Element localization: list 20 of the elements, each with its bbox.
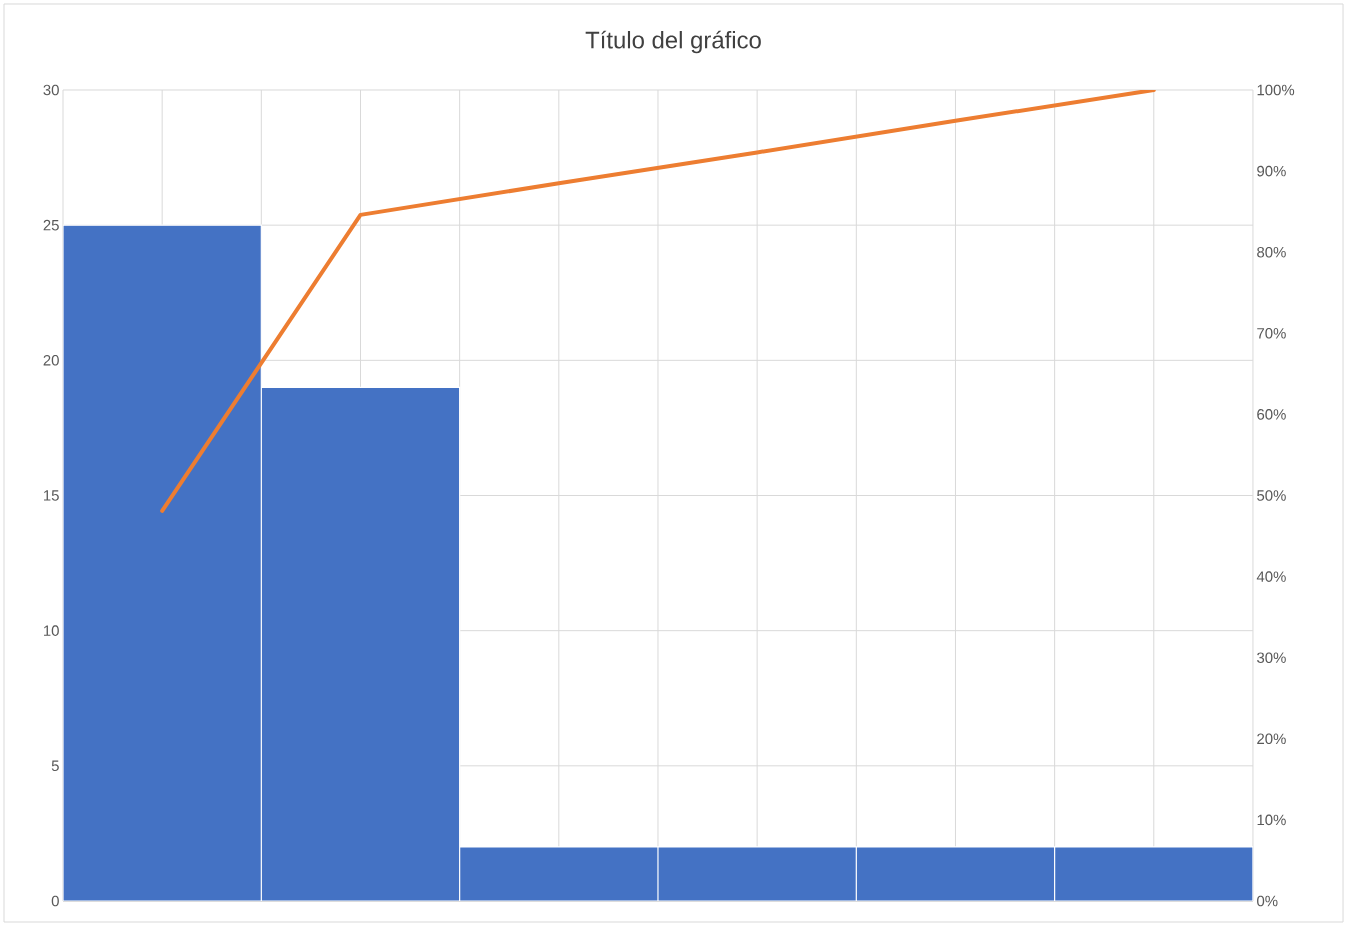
y-tick-label: 20 (43, 355, 59, 366)
y2-tick-label: 40% (1256, 571, 1286, 582)
y2-tick-label: 80% (1257, 246, 1286, 258)
y2-tick-label: 10% (1257, 814, 1286, 826)
y2-tick-label: 20% (1257, 733, 1286, 745)
y-tick-label: 30 (43, 84, 59, 96)
y-tick-label: 25 (43, 219, 59, 231)
y2-tick-label: 30% (1257, 652, 1286, 663)
y-tick-label: 10 (44, 625, 59, 636)
y-tick-label: 15 (44, 490, 59, 501)
y2-tick-label: 90% (1257, 165, 1286, 177)
y-tick-label: 0 (51, 895, 59, 907)
chart-title: Título del gráfico (585, 30, 761, 54)
line-series (160, 89, 1156, 513)
y2-tick-label: 0% (1257, 895, 1278, 907)
y2-tick-label: 70% (1257, 328, 1286, 339)
y2-tick-label: 50% (1257, 490, 1286, 501)
y-tick-label: 5 (51, 760, 59, 772)
y2-tick-label: 100% (1257, 84, 1295, 96)
y2-tick-label: 60% (1257, 409, 1286, 420)
